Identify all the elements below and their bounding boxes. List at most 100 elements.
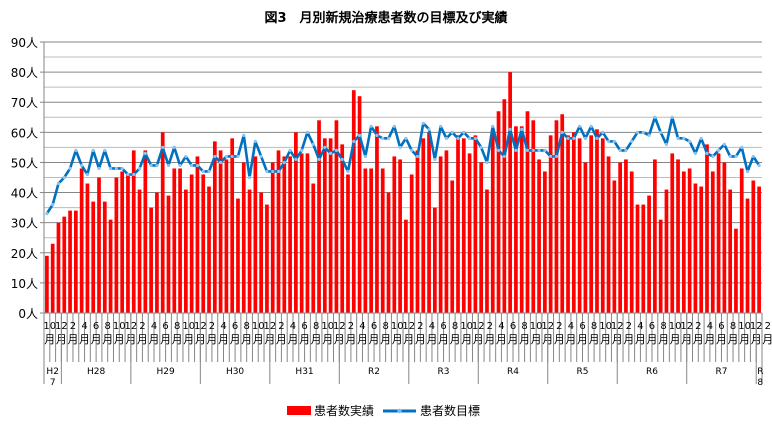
line-point: [525, 148, 530, 152]
line-point: [693, 151, 698, 156]
bar: [236, 198, 240, 313]
line-point: [734, 154, 738, 159]
bar: [421, 138, 426, 313]
x-tick-month: 月: [392, 333, 403, 346]
bar: [525, 111, 530, 313]
x-tick-month: 月: [311, 333, 322, 346]
bar: [137, 189, 142, 313]
bar: [62, 216, 67, 313]
x-tick-month: 月: [484, 333, 495, 346]
line-point: [386, 136, 391, 140]
x-tick-label: 2: [556, 321, 562, 332]
line-point: [108, 166, 113, 171]
x-tick-label: 2: [348, 321, 354, 332]
line-point: [439, 124, 443, 128]
bar: [705, 144, 709, 313]
line-point: [485, 160, 489, 165]
line-point: [253, 139, 257, 143]
x-tick-month: 月: [762, 333, 772, 346]
bar: [241, 162, 246, 313]
x-tick-month: 月: [635, 333, 646, 346]
x-tick-month: 月: [114, 333, 125, 346]
line-point: [699, 136, 703, 140]
line-point: [722, 142, 726, 146]
line-point: [149, 163, 153, 168]
line-point: [45, 212, 49, 216]
line-point: [630, 139, 634, 143]
x-tick-label: 4: [290, 321, 296, 332]
bar: [270, 162, 275, 313]
year-label: R3: [437, 367, 450, 377]
line-point: [213, 154, 217, 159]
bar: [566, 135, 570, 313]
bar: [386, 192, 391, 313]
x-tick-label: 2: [278, 321, 284, 332]
line-point: [271, 169, 275, 174]
line-point: [647, 133, 651, 137]
legend-bar-label: 患者数実績: [314, 403, 374, 418]
line-point: [340, 157, 344, 162]
line-point: [612, 139, 616, 143]
x-tick-label: 2: [487, 321, 493, 332]
x-tick-month: 月: [739, 333, 750, 346]
x-tick-label: 10: [460, 321, 473, 332]
line-point: [247, 175, 252, 180]
bar: [722, 162, 727, 313]
x-tick-month: 月: [658, 333, 669, 346]
line-point: [508, 127, 512, 131]
line-point: [589, 124, 593, 128]
bar: [514, 126, 518, 313]
bar: [461, 138, 466, 313]
bar: [79, 168, 84, 313]
bar: [450, 180, 455, 313]
x-tick-label: 6: [510, 321, 516, 332]
line-point: [85, 172, 90, 177]
line-point: [415, 154, 420, 159]
line-point: [624, 148, 628, 152]
line-point: [705, 151, 709, 156]
x-tick-month: 月: [415, 333, 426, 346]
bar: [508, 72, 512, 313]
bar: [218, 150, 223, 313]
line-point: [392, 124, 396, 128]
bar: [97, 177, 101, 313]
line-point: [595, 136, 599, 140]
line-point: [410, 148, 414, 152]
line-point: [606, 139, 611, 143]
year-label: H31: [295, 367, 314, 377]
x-tick-label: 10: [599, 321, 612, 332]
bar: [259, 192, 263, 313]
line-point: [323, 145, 327, 149]
line-point: [635, 130, 640, 134]
x-tick-month: 月: [554, 333, 565, 346]
line-point: [161, 145, 165, 149]
x-tick-label: 4: [429, 321, 435, 332]
line-point: [462, 130, 466, 134]
line-point: [80, 163, 84, 168]
x-tick-month: 月: [646, 333, 657, 346]
line-point: [502, 154, 506, 159]
x-tick-label: 6: [649, 321, 655, 332]
line-point: [444, 136, 449, 140]
line-point: [566, 136, 570, 140]
bar: [305, 153, 310, 313]
x-tick-label: 10: [43, 321, 56, 332]
x-tick-month: 月: [426, 333, 437, 346]
year-label: H30: [225, 367, 245, 377]
x-tick-month: 月: [369, 333, 380, 346]
year-label: H29: [156, 367, 175, 377]
line-point: [601, 130, 605, 134]
bar: [519, 126, 524, 313]
x-tick-label: 8: [591, 321, 597, 332]
x-tick-label: 6: [162, 321, 168, 332]
line-point: [259, 154, 263, 159]
bar: [554, 120, 559, 314]
legend-line-label: 患者数目標: [420, 403, 480, 418]
year-label: R4: [507, 367, 519, 377]
x-tick-month: 月: [276, 333, 287, 346]
bar: [647, 195, 651, 313]
bar: [543, 171, 547, 313]
y-tick-label: 40人: [11, 187, 38, 201]
y-tick-label: 10人: [11, 277, 38, 291]
bar: [606, 156, 611, 313]
